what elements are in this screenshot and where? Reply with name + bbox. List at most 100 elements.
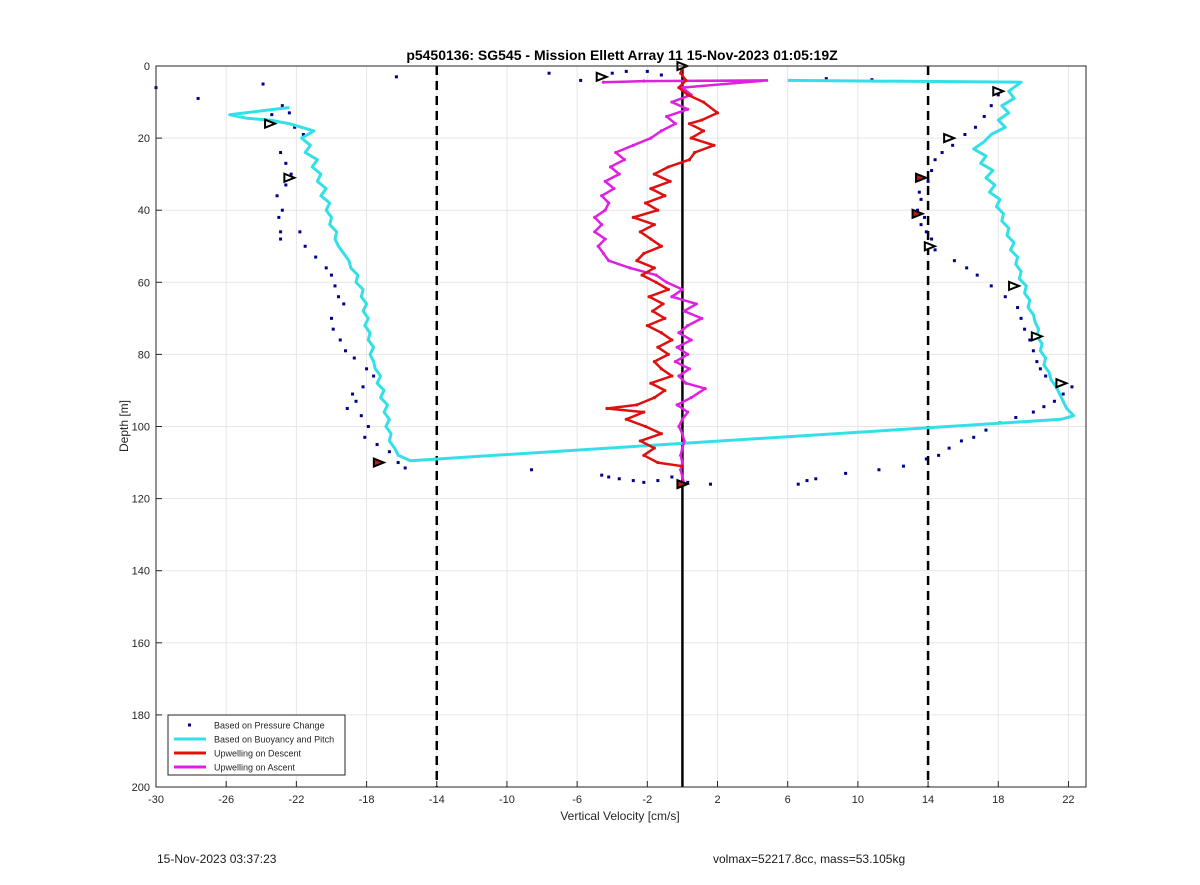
pressure-point <box>289 172 293 176</box>
series-point <box>679 468 683 472</box>
pressure-point <box>708 482 712 486</box>
series-point <box>600 223 604 227</box>
pressure-point <box>279 237 283 241</box>
series-point <box>703 387 707 391</box>
series-line <box>605 65 719 468</box>
pressure-point <box>275 194 279 198</box>
series-point <box>652 223 656 227</box>
pressure-point <box>656 479 660 483</box>
pressure-point <box>919 223 923 227</box>
pressure-point <box>344 349 348 353</box>
pressure-point <box>670 475 674 479</box>
y-tick-label: 120 <box>132 494 150 506</box>
series-point <box>677 424 681 429</box>
series-point <box>680 417 685 421</box>
pressure-point <box>937 453 941 457</box>
pressure-point <box>607 475 611 479</box>
pressure-point <box>965 266 969 270</box>
series-point <box>593 215 597 220</box>
hollow-turn-marker <box>943 132 957 144</box>
series-point <box>677 331 681 335</box>
series-point <box>605 406 609 411</box>
series-point <box>661 302 665 306</box>
series-point <box>601 251 606 256</box>
series-point <box>665 280 669 284</box>
series-point <box>679 71 683 75</box>
series-point <box>686 93 690 97</box>
series-point <box>649 136 653 140</box>
series-point <box>654 273 658 277</box>
pressure-point <box>645 69 649 73</box>
series-point <box>645 323 649 328</box>
pressure-point <box>1042 405 1046 409</box>
pressure-point <box>298 230 302 234</box>
pressure-point <box>293 125 297 129</box>
x-tick-label: -2 <box>642 794 652 806</box>
series-point <box>675 345 679 349</box>
series-point <box>650 309 655 313</box>
pressure-point <box>351 392 355 396</box>
pressure-point <box>924 457 928 461</box>
pressure-point <box>345 406 349 410</box>
series-point <box>687 122 692 126</box>
hollow-turn-marker <box>1030 330 1045 342</box>
pressure-point <box>342 302 346 306</box>
pressure-point <box>916 208 920 212</box>
series-point <box>642 79 646 83</box>
series-point <box>694 302 699 306</box>
y-tick-label: 60 <box>138 277 150 289</box>
series-point <box>687 158 692 162</box>
pressure-point <box>279 230 283 234</box>
series-point <box>666 287 670 292</box>
pressure-point <box>333 284 337 288</box>
series-point <box>647 295 651 299</box>
series-point <box>642 453 646 457</box>
pressure-point <box>359 414 363 418</box>
series-point <box>635 403 639 407</box>
pressure-point <box>396 461 400 465</box>
x-tick-label: -14 <box>429 794 445 806</box>
series-point <box>603 179 607 183</box>
series-point <box>638 439 642 443</box>
pressure-point <box>366 425 370 428</box>
series-point <box>701 100 706 104</box>
pressure-point <box>375 443 379 447</box>
series-point <box>631 215 635 220</box>
series-point <box>649 186 653 191</box>
series-point <box>673 122 677 126</box>
pressure-point <box>530 468 534 472</box>
series-point <box>614 150 618 155</box>
axis-ticks: -30 -26 -22 -18 -14 -10 -6 -2 2 6 10 14 18 2202040608… <box>132 61 1075 806</box>
series-point <box>603 237 607 241</box>
pressure-point <box>1038 367 1042 371</box>
series-point <box>700 316 704 320</box>
x-tick-label: -18 <box>359 794 375 806</box>
pressure-point <box>303 244 307 248</box>
series-point <box>684 78 688 83</box>
footer-summary: volmax=52217.8cc, mass=53.105kg <box>713 852 906 866</box>
pressure-point <box>365 367 369 371</box>
series-point <box>715 111 720 115</box>
y-axis-label: Depth [m] <box>117 400 131 452</box>
series-point <box>624 417 628 421</box>
pressure-point <box>824 77 828 81</box>
pressure-point <box>1035 360 1039 364</box>
pressure-point <box>284 183 288 187</box>
series-point <box>642 251 646 256</box>
series-point <box>607 201 611 205</box>
x-tick-label: 22 <box>1062 794 1074 806</box>
filled-turn-marker <box>911 208 926 220</box>
pressure-point <box>1028 338 1032 342</box>
series-based-on-buoyancy-and-pitch <box>228 78 1076 463</box>
pressure-point <box>617 477 621 481</box>
x-tick-label: -6 <box>572 794 582 806</box>
pressure-point <box>926 179 930 183</box>
pressure-point <box>631 479 635 483</box>
series-point <box>682 439 686 443</box>
pressure-point <box>1019 316 1023 320</box>
pressure-point <box>363 435 367 439</box>
series-point <box>649 381 653 385</box>
pressure-point <box>1052 399 1056 403</box>
pressure-point <box>844 471 848 475</box>
pressure-point <box>277 215 281 219</box>
